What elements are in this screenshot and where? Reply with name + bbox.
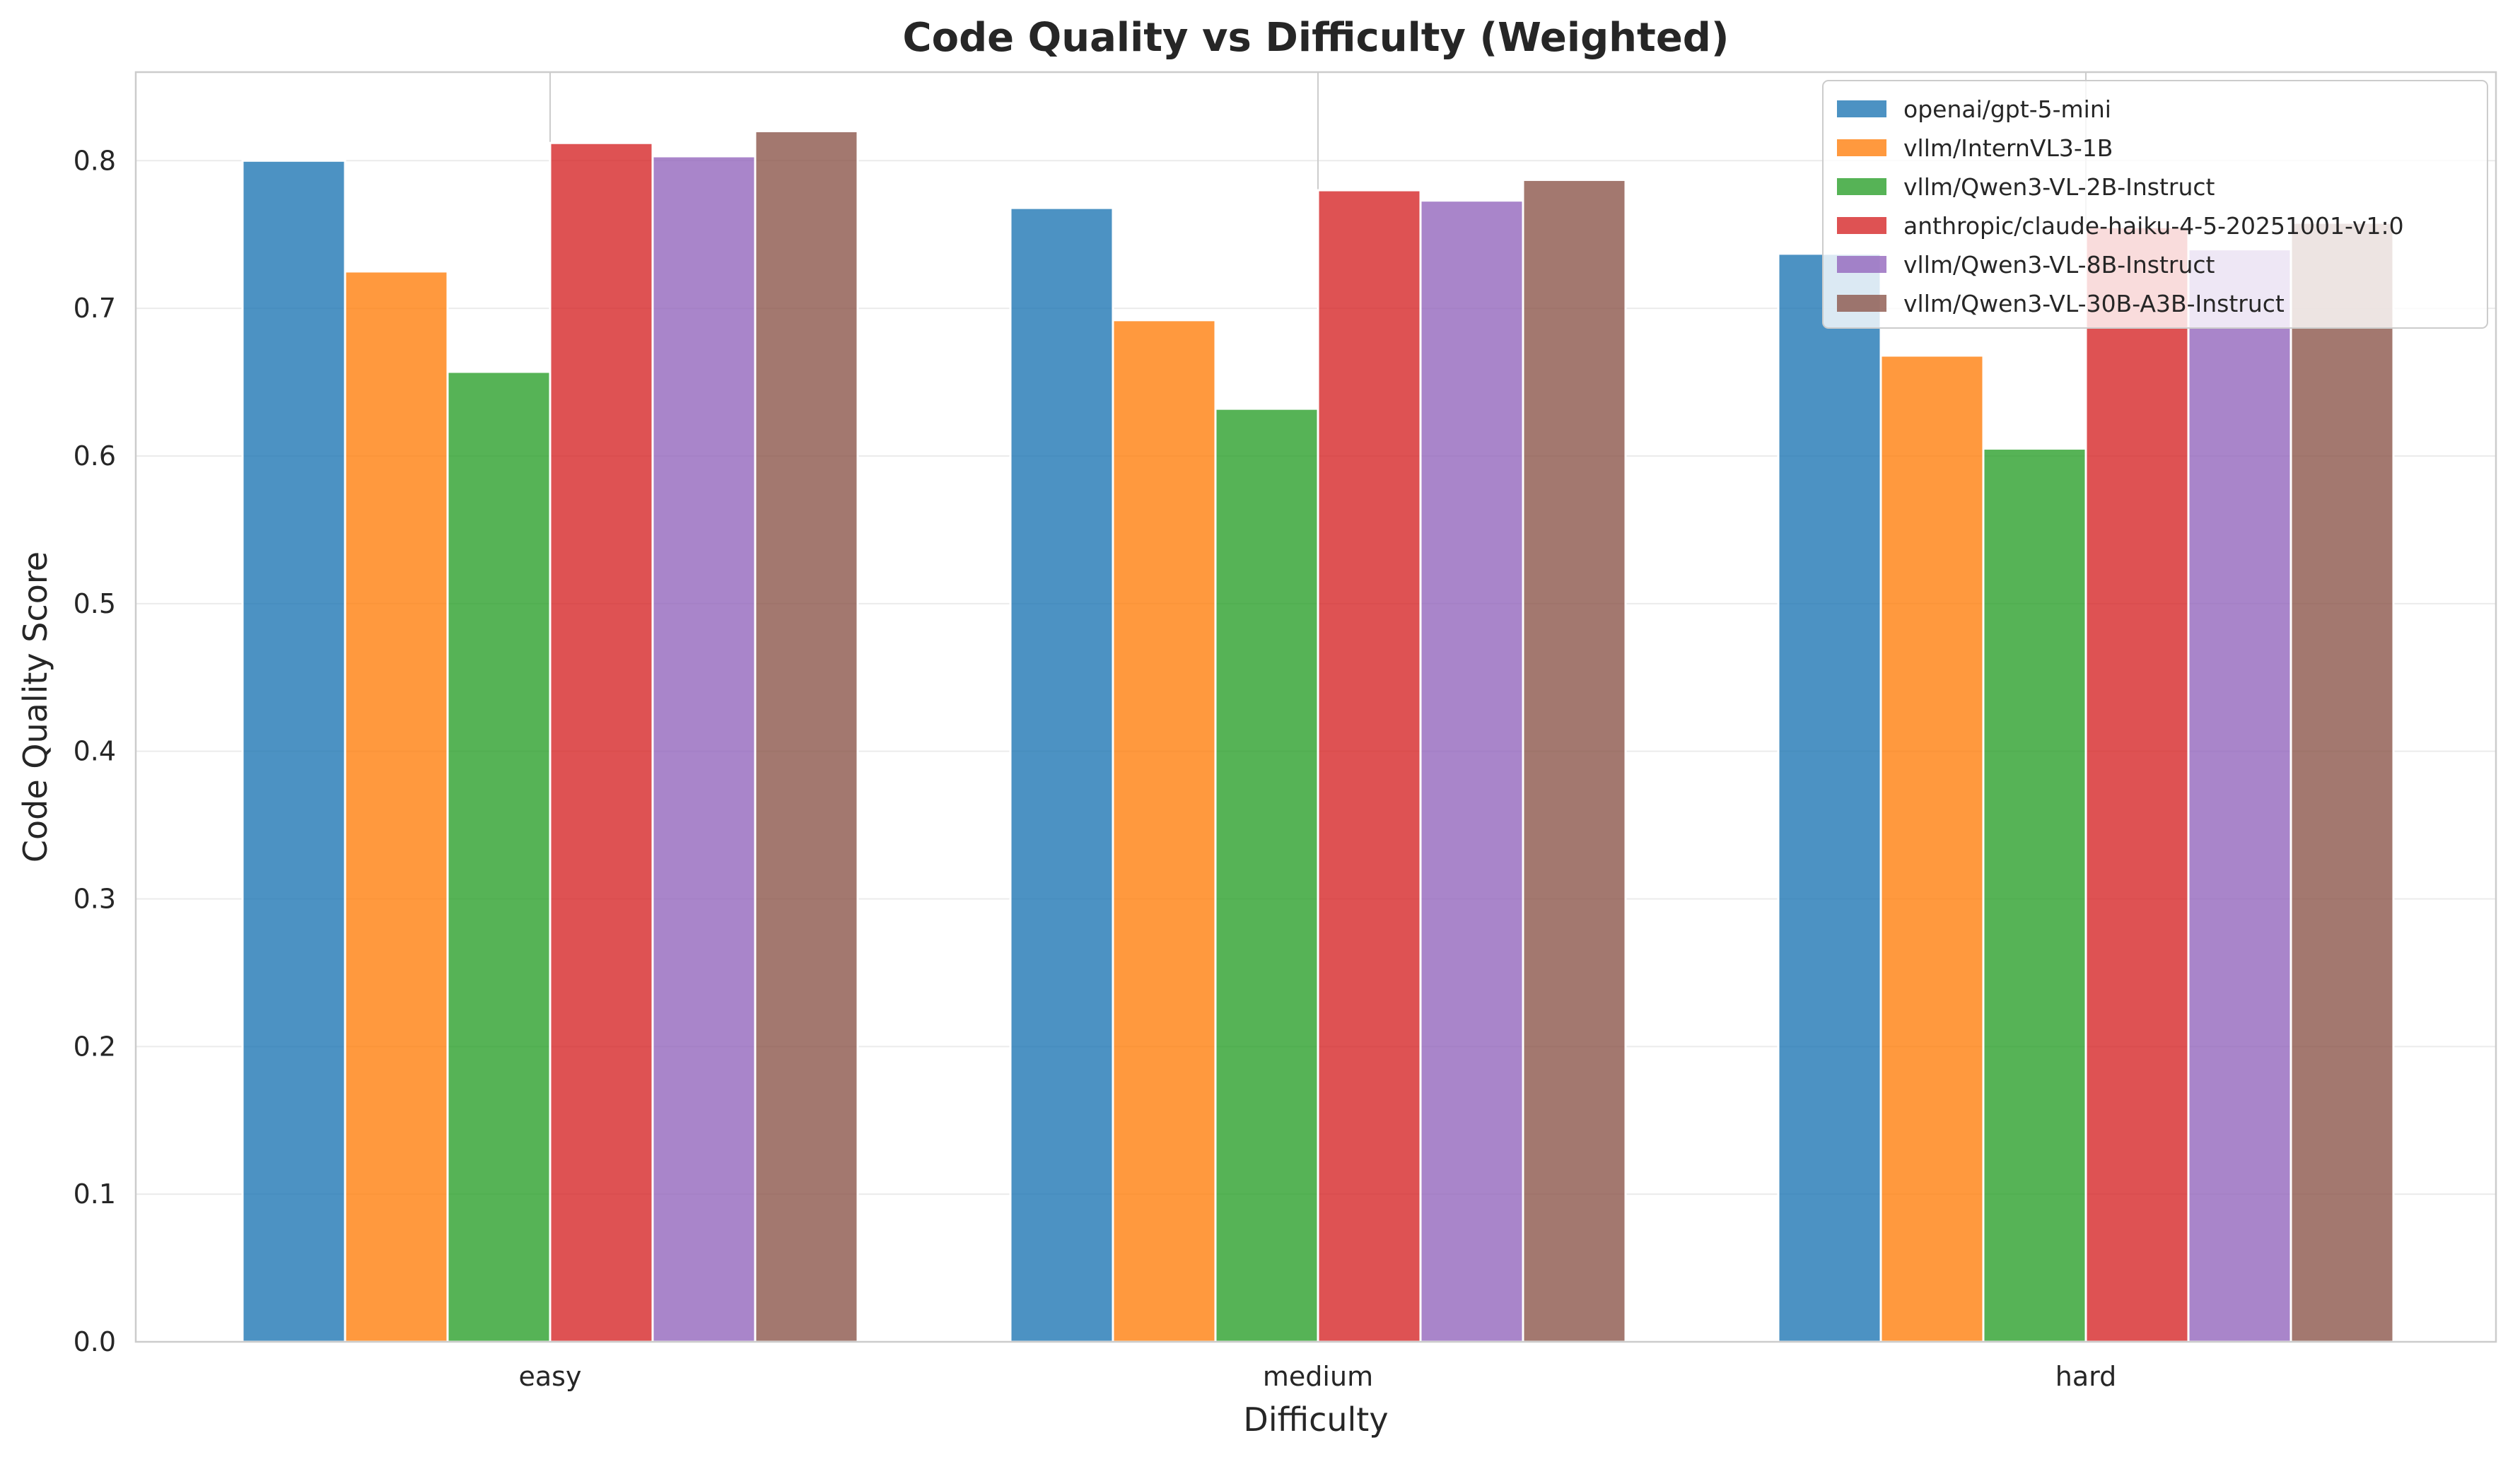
y-tick-label: 0.3	[74, 883, 116, 914]
bar-hard-0	[1777, 252, 1882, 1343]
legend-swatch	[1837, 100, 1886, 117]
legend-label: vllm/Qwen3-VL-2B-Instruct	[1903, 173, 2215, 201]
plot-frame	[134, 71, 2497, 1343]
bar-hard-2	[1982, 448, 2087, 1343]
bar-easy-3	[549, 141, 654, 1343]
bar-medium-1	[1112, 319, 1217, 1343]
bar-easy-5	[754, 130, 859, 1343]
bar-easy-1	[344, 270, 449, 1343]
legend-swatch	[1837, 217, 1886, 234]
legend-label: vllm/InternVL3-1B	[1903, 134, 2113, 162]
y-tick-label: 0.6	[74, 440, 116, 472]
bar-medium-3	[1317, 189, 1422, 1343]
y-tick-label: 0.2	[74, 1031, 116, 1062]
y-tick-label: 0.5	[74, 588, 116, 619]
bar-hard-3	[2084, 226, 2190, 1343]
x-tick-label: hard	[2055, 1361, 2116, 1392]
legend-label: openai/gpt-5-mini	[1903, 95, 2111, 123]
y-tick-label: 0.7	[74, 293, 116, 324]
legend-swatch	[1837, 178, 1886, 195]
legend-swatch	[1837, 256, 1886, 273]
legend-label: anthropic/claude-haiku-4-5-20251001-v1:0	[1903, 212, 2404, 240]
bar-easy-0	[241, 159, 346, 1343]
legend-label: vllm/Qwen3-VL-30B-A3B-Instruct	[1903, 290, 2285, 317]
x-ticks: easy medium hard	[519, 1361, 2117, 1392]
x-tick-label: medium	[1263, 1361, 1373, 1392]
y-tick-label: 0.1	[74, 1179, 116, 1210]
bar-medium-4	[1419, 199, 1524, 1343]
legend-swatch	[1837, 295, 1886, 312]
legend-label: vllm/Qwen3-VL-8B-Instruct	[1903, 251, 2215, 279]
x-tick-label: easy	[519, 1361, 582, 1392]
bar-hard-1	[1879, 354, 1985, 1343]
y-tick-label: 0.4	[74, 736, 116, 767]
bar-hard-4	[2187, 248, 2292, 1343]
bar-medium-5	[1522, 178, 1627, 1343]
bar-medium-0	[1009, 206, 1114, 1343]
y-tick-label: 0.0	[74, 1326, 116, 1357]
bar-easy-4	[651, 155, 757, 1343]
bar-medium-2	[1214, 407, 1319, 1343]
bars-layer	[241, 130, 2395, 1343]
bar-hard-5	[2289, 221, 2395, 1343]
y-ticks: 0.0 0.1 0.2 0.3 0.4 0.5 0.6 0.7 0.8	[74, 145, 116, 1357]
x-axis-label: Difficulty	[1243, 1400, 1388, 1439]
legend-swatch	[1837, 139, 1886, 156]
legend-box	[1822, 80, 2488, 329]
legend: openai/gpt-5-mini vllm/InternVL3-1B vllm/Q…	[1822, 80, 2488, 329]
y-axis-label: Code Quality Score	[16, 551, 54, 862]
chart-title: Code Quality vs Difficulty (Weighted)	[903, 15, 1729, 61]
y-tick-label: 0.8	[74, 145, 116, 176]
bar-easy-2	[446, 370, 552, 1343]
